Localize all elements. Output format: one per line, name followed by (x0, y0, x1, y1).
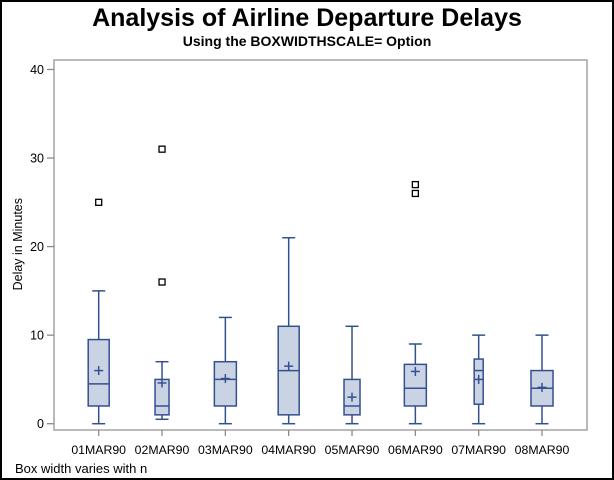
box-06MAR90 (403, 363, 428, 407)
y-tick-label: 20 (30, 240, 44, 254)
chart-footnote: Box width varies with n (15, 461, 148, 476)
chart-title: Analysis of Airline Departure Delays (92, 4, 522, 32)
x-tick-label: 04MAR90 (261, 443, 316, 457)
plot-frame (53, 59, 588, 431)
x-tick-label: 02MAR90 (135, 443, 190, 457)
chart-subtitle: Using the BOXWIDTHSCALE= Option (182, 33, 432, 49)
y-tick-label: 10 (30, 328, 44, 342)
outlier-marker (158, 145, 166, 153)
outlier-marker (411, 189, 420, 198)
y-tick-label: 0 (37, 417, 44, 431)
x-tick-label: 08MAR90 (515, 443, 570, 457)
x-tick-label: 05MAR90 (325, 443, 380, 457)
outlier-marker (158, 278, 166, 286)
outlier-marker (95, 198, 103, 206)
y-tick-label: 30 (30, 151, 44, 165)
x-tick-label: 06MAR90 (388, 443, 443, 457)
x-tick-label: 07MAR90 (451, 443, 506, 457)
x-tick-label: 01MAR90 (71, 443, 126, 457)
y-tick-label: 40 (30, 63, 44, 77)
box-03MAR90 (213, 360, 238, 407)
outlier-marker (411, 180, 420, 189)
x-tick-label: 03MAR90 (198, 443, 253, 457)
